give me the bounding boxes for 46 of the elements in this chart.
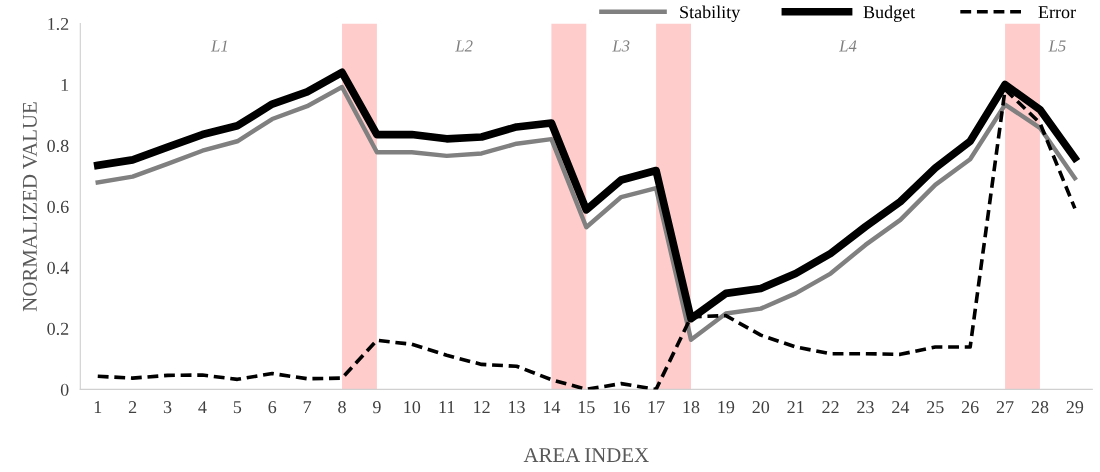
x-tick-label: 13 xyxy=(509,401,525,414)
legend-label: Stability xyxy=(680,5,741,22)
annotation: L3 xyxy=(612,40,630,52)
x-tick-label: 4 xyxy=(198,401,207,414)
x-tick-label: 3 xyxy=(163,401,172,414)
x-tick-label: 2 xyxy=(128,401,137,414)
y-tick-label: 0.8 xyxy=(47,139,69,153)
x-tick-label: 12 xyxy=(474,401,490,414)
x-tick-label: 11 xyxy=(439,401,455,414)
x-tick-label: 26 xyxy=(961,401,979,414)
y-tick-label: 1.2 xyxy=(48,17,69,31)
y-tick-label: 0.2 xyxy=(47,322,69,335)
annotation: L5 xyxy=(1048,40,1066,52)
x-tick-label: 27 xyxy=(996,401,1014,414)
x-tick-label: 17 xyxy=(648,401,665,414)
x-axis-title: AREA INDEX xyxy=(523,448,649,462)
annotation: L1 xyxy=(210,40,227,52)
x-tick-label: 1 xyxy=(94,401,102,414)
legend-label: Error xyxy=(1038,6,1076,19)
x-tick-label: 14 xyxy=(543,401,561,414)
x-tick-label: 24 xyxy=(892,401,910,414)
x-tick-label: 22 xyxy=(822,401,839,414)
x-tick-label: 19 xyxy=(718,401,735,414)
x-tick-label: 21 xyxy=(787,401,804,414)
x-tick-label: 9 xyxy=(372,401,381,414)
x-tick-label: 10 xyxy=(404,401,421,414)
x-tick-label: 28 xyxy=(1031,401,1049,414)
annotation: L4 xyxy=(839,40,857,52)
x-tick-label: 18 xyxy=(683,401,700,414)
x-tick-label: 15 xyxy=(578,401,595,414)
x-tick-label: 5 xyxy=(233,401,242,414)
x-tick-label: 7 xyxy=(303,401,312,414)
annotation: L2 xyxy=(455,40,473,52)
y-tick-label: 0 xyxy=(60,383,69,396)
x-tick-label: 25 xyxy=(927,401,944,414)
x-tick-label: 6 xyxy=(268,401,277,414)
x-tick-label: 16 xyxy=(613,401,630,414)
y-tick-label: 1 xyxy=(61,78,69,91)
x-tick-label: 29 xyxy=(1066,401,1084,414)
x-tick-label: 23 xyxy=(857,401,874,414)
legend-label: Budget xyxy=(863,5,916,22)
x-tick-label: 8 xyxy=(338,401,346,414)
x-tick-label: 20 xyxy=(752,401,770,414)
y-axis-title: NORMALIZED VALUE xyxy=(22,102,37,312)
y-tick-label: 0.6 xyxy=(47,200,69,214)
y-tick-label: 0.4 xyxy=(47,261,69,274)
